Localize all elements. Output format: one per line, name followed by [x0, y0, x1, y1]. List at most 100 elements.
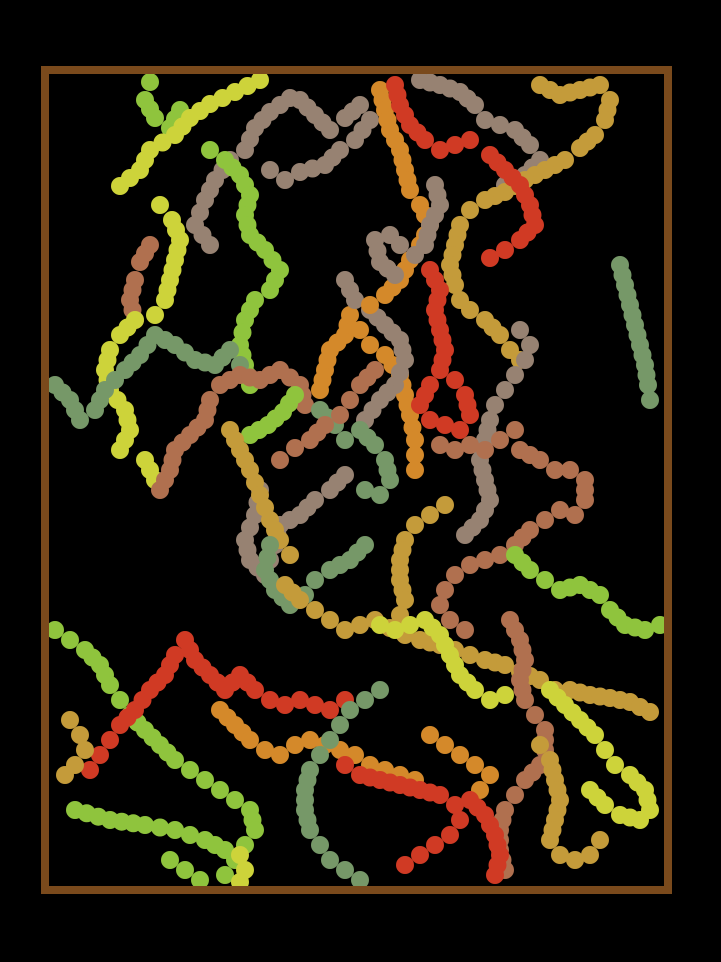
- trail-dot: [351, 96, 369, 114]
- trail-dot: [361, 296, 379, 314]
- trail-dot: [431, 596, 449, 614]
- trail-dot: [351, 871, 369, 886]
- trail-dot: [366, 361, 384, 379]
- trail-dot: [431, 786, 449, 804]
- trail-dot: [456, 526, 474, 544]
- trail-dot: [406, 431, 424, 449]
- trail-dot: [301, 731, 319, 749]
- trail-dot: [321, 701, 339, 719]
- trail-dot: [111, 441, 129, 459]
- trail-dot: [531, 736, 549, 754]
- trail-dot: [526, 706, 544, 724]
- trail-dot: [506, 421, 524, 439]
- trail-dot: [396, 591, 414, 609]
- trail-dot: [291, 163, 309, 181]
- trail-dot: [451, 421, 469, 439]
- trail-dot: [346, 131, 364, 149]
- trail-dot: [521, 336, 539, 354]
- trail-dot: [456, 621, 474, 639]
- trail-dot: [491, 326, 509, 344]
- trail-dot: [551, 501, 569, 519]
- trail-dot: [156, 291, 174, 309]
- trail-dot: [536, 571, 554, 589]
- trail-dot: [291, 691, 309, 709]
- trail-dot: [286, 736, 304, 754]
- trail-dot: [596, 111, 614, 129]
- trail-dot: [421, 411, 439, 429]
- trail-dot: [341, 306, 359, 324]
- trail-dot: [111, 177, 129, 195]
- trail-dot: [196, 771, 214, 789]
- trail-dot: [71, 726, 89, 744]
- trail-dot: [401, 616, 419, 634]
- trail-dot: [431, 361, 449, 379]
- trail-dot: [426, 836, 444, 854]
- trail-dot: [166, 821, 184, 839]
- trail-dot: [461, 201, 479, 219]
- trail-dot: [406, 461, 424, 479]
- trail-dot: [496, 381, 514, 399]
- trail-dot: [336, 756, 354, 774]
- trail-dot: [396, 856, 414, 874]
- trail-dot: [446, 371, 464, 389]
- trail-dot: [221, 341, 239, 359]
- trail-dot: [476, 441, 494, 459]
- trail-dot: [386, 621, 404, 639]
- trail-dot: [131, 253, 149, 271]
- trail-dot: [306, 571, 324, 589]
- trail-dot: [311, 746, 329, 764]
- trail-dot: [306, 601, 324, 619]
- trail-dot: [566, 851, 584, 869]
- trail-dot: [436, 496, 454, 514]
- trail-dot: [586, 726, 604, 744]
- trail-dot: [246, 681, 264, 699]
- trail-dot: [566, 506, 584, 524]
- trail-dot: [639, 376, 657, 394]
- trail-dot: [301, 821, 319, 839]
- trail-dot: [321, 731, 339, 749]
- trail-dot: [356, 536, 374, 554]
- trail-dot: [481, 691, 499, 709]
- trail-dot: [336, 861, 354, 879]
- trail-dot: [276, 171, 294, 189]
- trail-dot: [61, 711, 79, 729]
- trail-dot: [381, 226, 399, 244]
- trail-dot: [446, 136, 464, 154]
- trail-dot: [421, 726, 439, 744]
- trail-dot: [446, 796, 464, 814]
- trail-dot: [411, 396, 429, 414]
- trail-dot: [441, 826, 459, 844]
- trail-dot: [486, 866, 504, 884]
- trail-dot: [141, 74, 159, 91]
- trail-dot: [211, 781, 229, 799]
- trail-dot: [341, 391, 359, 409]
- trail-dot: [461, 301, 479, 319]
- trail-dot: [336, 466, 354, 484]
- trail-dot: [516, 771, 534, 789]
- trail-dot: [286, 386, 304, 404]
- trail-dot: [461, 556, 479, 574]
- trail-dot: [511, 321, 529, 339]
- trail-dot: [511, 231, 529, 249]
- trail-dot: [316, 416, 334, 434]
- trail-dot: [506, 786, 524, 804]
- trail-dot: [146, 306, 164, 324]
- trail-dot: [591, 76, 609, 94]
- trail-dot: [311, 836, 329, 854]
- trail-dot: [431, 436, 449, 454]
- trail-dot: [476, 551, 494, 569]
- trail-dot: [356, 481, 374, 499]
- trail-dot: [521, 561, 539, 579]
- trail-dot: [466, 681, 484, 699]
- trail-dot: [516, 691, 534, 709]
- trail-dot: [421, 506, 439, 524]
- trail-dot: [151, 818, 169, 837]
- trail-dot: [551, 846, 569, 864]
- trail-dot: [271, 451, 289, 469]
- trail-dot: [366, 436, 384, 454]
- trail-dot: [446, 276, 464, 294]
- trail-dot: [641, 391, 659, 409]
- trail-dot: [76, 741, 94, 759]
- trail-dot: [261, 281, 279, 299]
- trail-dot: [506, 366, 524, 384]
